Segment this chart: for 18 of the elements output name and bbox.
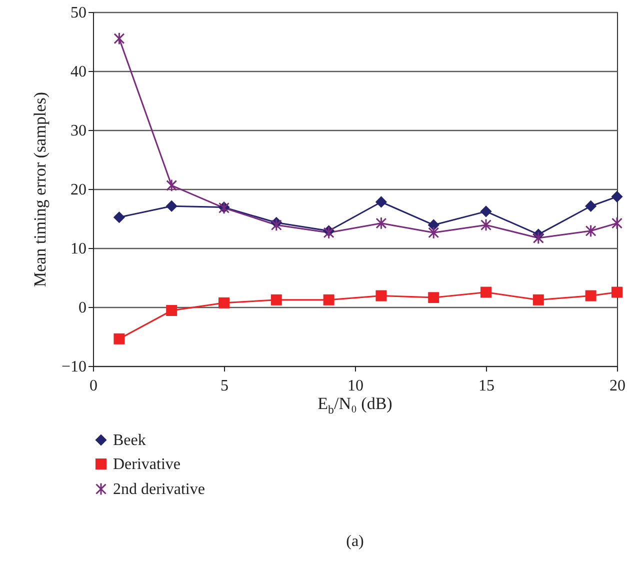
- x-tick-label: 5: [220, 378, 228, 394]
- y-tick-label: 20: [70, 182, 86, 198]
- y-axis-title: Mean timing error (samples): [30, 92, 50, 287]
- y-tick-label: −10: [61, 358, 86, 376]
- legend-label: 2nd derivative: [113, 481, 205, 498]
- x-tick-label: 20: [610, 378, 626, 394]
- legend-label: Derivative: [113, 456, 181, 473]
- x-tick-label: 10: [348, 378, 364, 394]
- x-tick-label: 0: [90, 378, 98, 394]
- y-tick-label: 40: [70, 64, 86, 80]
- text: (a): [345, 533, 365, 551]
- y-tick-label: 0: [78, 300, 86, 316]
- legend-label: Beek: [113, 432, 146, 449]
- x-axis-title: E$_{b}$/N₀ (dB): [316, 394, 394, 418]
- x-tick-label: 15: [478, 378, 494, 394]
- y-tick-label: 30: [70, 122, 86, 140]
- y-tick-label: 10: [70, 240, 86, 258]
- y-tick-label: 50: [70, 4, 86, 22]
